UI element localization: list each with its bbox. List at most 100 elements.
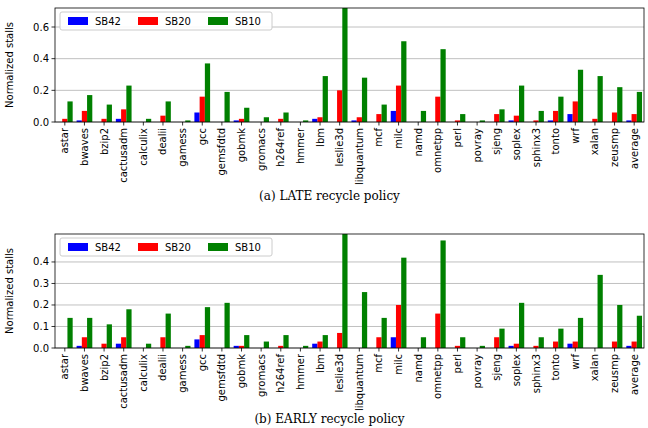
- grid-line: [55, 90, 644, 91]
- bar: [632, 114, 637, 122]
- category-label: lbm: [315, 354, 326, 373]
- legend-label: SB10: [235, 16, 261, 27]
- category-label: gamess: [177, 128, 188, 167]
- legend-label: SB42: [95, 242, 121, 253]
- bar: [126, 86, 131, 122]
- category-label: xalan: [589, 128, 600, 155]
- bar: [421, 111, 426, 122]
- legend-swatch: [138, 17, 158, 25]
- category-label: tonto: [550, 354, 561, 380]
- bar: [578, 318, 583, 348]
- tick: [634, 122, 635, 126]
- tick-label: 0.4: [33, 256, 49, 267]
- frame: [55, 8, 644, 122]
- legend-label: SB20: [165, 16, 191, 27]
- tick: [594, 348, 595, 352]
- category-label: milc: [393, 354, 404, 375]
- category-label: h264ref: [275, 354, 286, 393]
- category-label: h264ref: [275, 128, 286, 167]
- bar: [401, 41, 406, 122]
- tick: [378, 122, 379, 126]
- category-label: perl: [452, 128, 463, 147]
- tick: [477, 348, 478, 352]
- category-label: sjeng: [491, 354, 502, 381]
- bar: [166, 314, 171, 348]
- bar: [337, 90, 342, 122]
- tick: [614, 122, 615, 126]
- legend-swatch: [68, 17, 88, 25]
- bar: [205, 307, 210, 348]
- tick-label: 0.1: [33, 321, 49, 332]
- category-label: povray: [472, 354, 483, 389]
- category-label: bzip2: [99, 354, 110, 381]
- bar: [337, 333, 342, 348]
- bar: [283, 335, 288, 348]
- bar: [553, 342, 558, 348]
- tick: [418, 348, 419, 352]
- bar: [617, 305, 622, 348]
- tick: [52, 348, 56, 349]
- legend-label: SB42: [95, 16, 121, 27]
- bar: [376, 114, 381, 122]
- bar: [376, 337, 381, 348]
- tick: [52, 122, 56, 123]
- tick: [182, 348, 183, 352]
- tick: [555, 122, 556, 126]
- category-label: omnetpp: [432, 354, 443, 399]
- category-label: gobmk: [236, 128, 247, 163]
- tick: [378, 348, 379, 352]
- tick: [555, 348, 556, 352]
- category-label: wrf: [570, 128, 581, 144]
- category-label: sjeng: [491, 128, 502, 155]
- bar: [342, 234, 347, 348]
- bar: [612, 342, 617, 348]
- bar: [312, 344, 317, 348]
- category-label: wrf: [570, 354, 581, 370]
- category-label: povray: [472, 128, 483, 163]
- tick: [300, 122, 301, 126]
- bar: [612, 113, 617, 123]
- bar: [598, 275, 603, 348]
- bar: [239, 119, 244, 122]
- tick: [418, 122, 419, 126]
- tick: [52, 261, 56, 262]
- bar: [382, 105, 387, 122]
- axis-label: Normalized stalls: [4, 22, 15, 108]
- tick: [52, 27, 56, 28]
- bar: [435, 97, 440, 122]
- category-label: omnetpp: [432, 128, 443, 173]
- category-label: gromacs: [256, 128, 267, 171]
- tick-label: 0.2: [33, 299, 49, 310]
- tick-label: 0.2: [33, 85, 49, 96]
- tick: [221, 122, 222, 126]
- bar: [323, 76, 328, 122]
- bar: [519, 303, 524, 348]
- bar: [499, 109, 504, 122]
- tick: [84, 122, 85, 126]
- bar: [578, 70, 583, 122]
- tick: [202, 348, 203, 352]
- category-label: gcc: [197, 354, 208, 371]
- bar: [264, 342, 269, 348]
- tick: [320, 348, 321, 352]
- tick: [594, 122, 595, 126]
- category-label: soplex: [511, 128, 522, 160]
- legend-swatch: [68, 243, 88, 251]
- bar: [126, 309, 131, 348]
- bar: [514, 116, 519, 122]
- tick: [339, 348, 340, 352]
- grid-line: [55, 326, 644, 327]
- category-label: astar: [59, 353, 70, 379]
- tick: [516, 122, 517, 126]
- legend-label: SB20: [165, 242, 191, 253]
- bar: [637, 92, 642, 122]
- category-label: dealii: [157, 128, 168, 155]
- bar: [160, 116, 165, 122]
- bar: [617, 87, 622, 122]
- grid-line: [55, 58, 644, 59]
- bar: [558, 329, 563, 348]
- tick: [241, 348, 242, 352]
- tick: [457, 348, 458, 352]
- grid-line: [55, 261, 644, 262]
- bar: [116, 344, 121, 348]
